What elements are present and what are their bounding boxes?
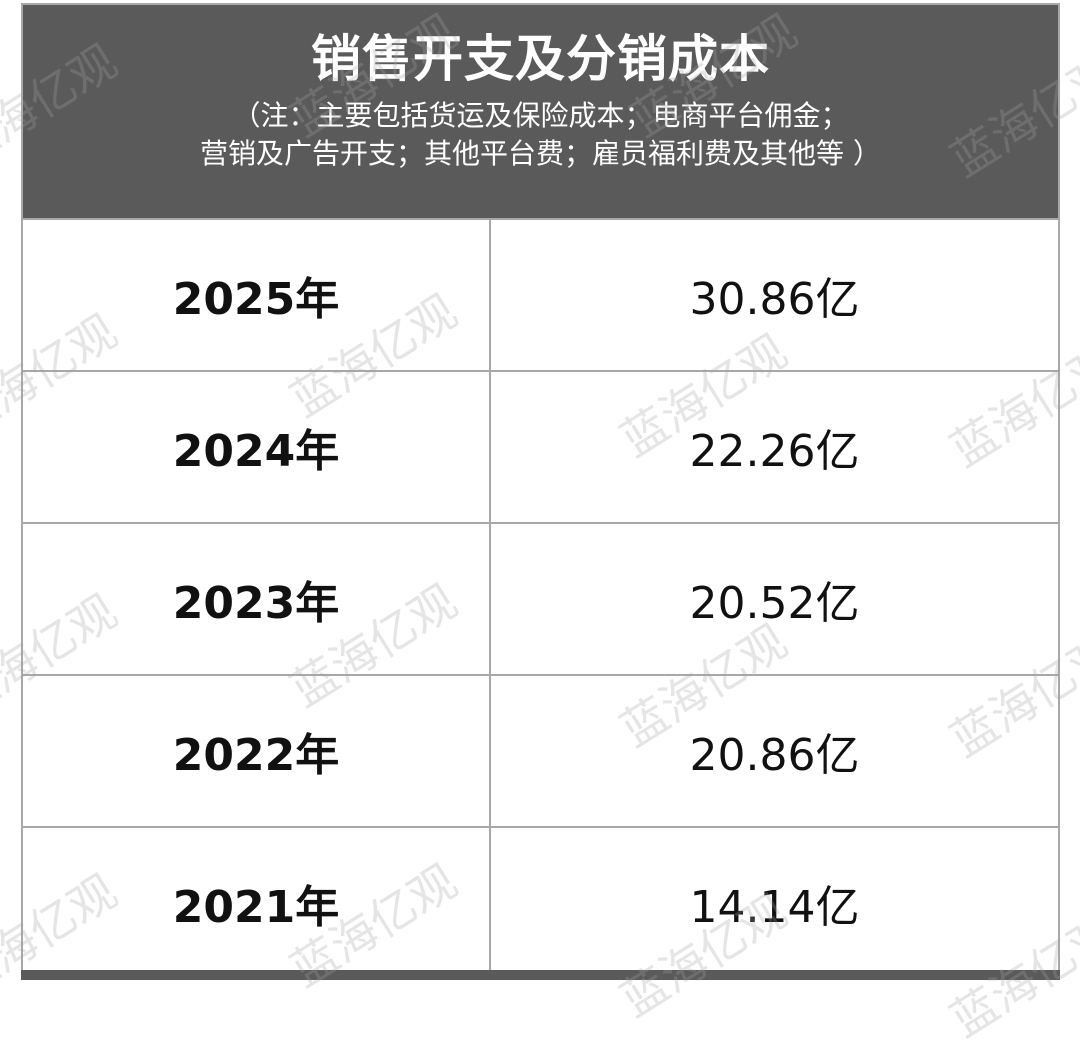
value-cell: 30.86亿	[689, 274, 860, 325]
year-cell: 2022年	[23, 676, 491, 826]
table-header: 销售开支及分销成本 （注：主要包括货运及保险成本；电商平台佣金； 营销及广告开支…	[23, 5, 1058, 218]
year-cell: 2024年	[23, 372, 491, 522]
table-row: 2022年 20.86亿	[23, 674, 1058, 826]
year-cell: 2025年	[23, 220, 491, 370]
table-subtitle-line1: （注：主要包括货运及保险成本；电商平台佣金；	[232, 99, 849, 132]
table-row: 2024年 22.26亿	[23, 370, 1058, 522]
table-row: 2023年 20.52亿	[23, 522, 1058, 674]
value-cell: 20.52亿	[689, 578, 860, 629]
table-title: 销售开支及分销成本	[311, 30, 770, 88]
bottom-band	[21, 970, 1060, 980]
value-cell: 14.14亿	[689, 882, 860, 933]
table-row: 2021年 14.14亿	[23, 826, 1058, 978]
table-body: 2025年 30.86亿 2024年 22.26亿 2023年 20.52亿 2022年 20…	[23, 218, 1058, 978]
value-cell: 22.26亿	[689, 426, 860, 477]
value-cell: 20.86亿	[689, 730, 860, 781]
year-cell: 2023年	[23, 524, 491, 674]
table-row: 2025年 30.86亿	[23, 218, 1058, 370]
year-cell: 2021年	[23, 828, 491, 978]
data-table: 销售开支及分销成本 （注：主要包括货运及保险成本；电商平台佣金； 营销及广告开支…	[21, 3, 1060, 978]
table-subtitle-line2: 营销及广告开支；其他平台费；雇员福利费及其他等 ）	[200, 137, 881, 170]
